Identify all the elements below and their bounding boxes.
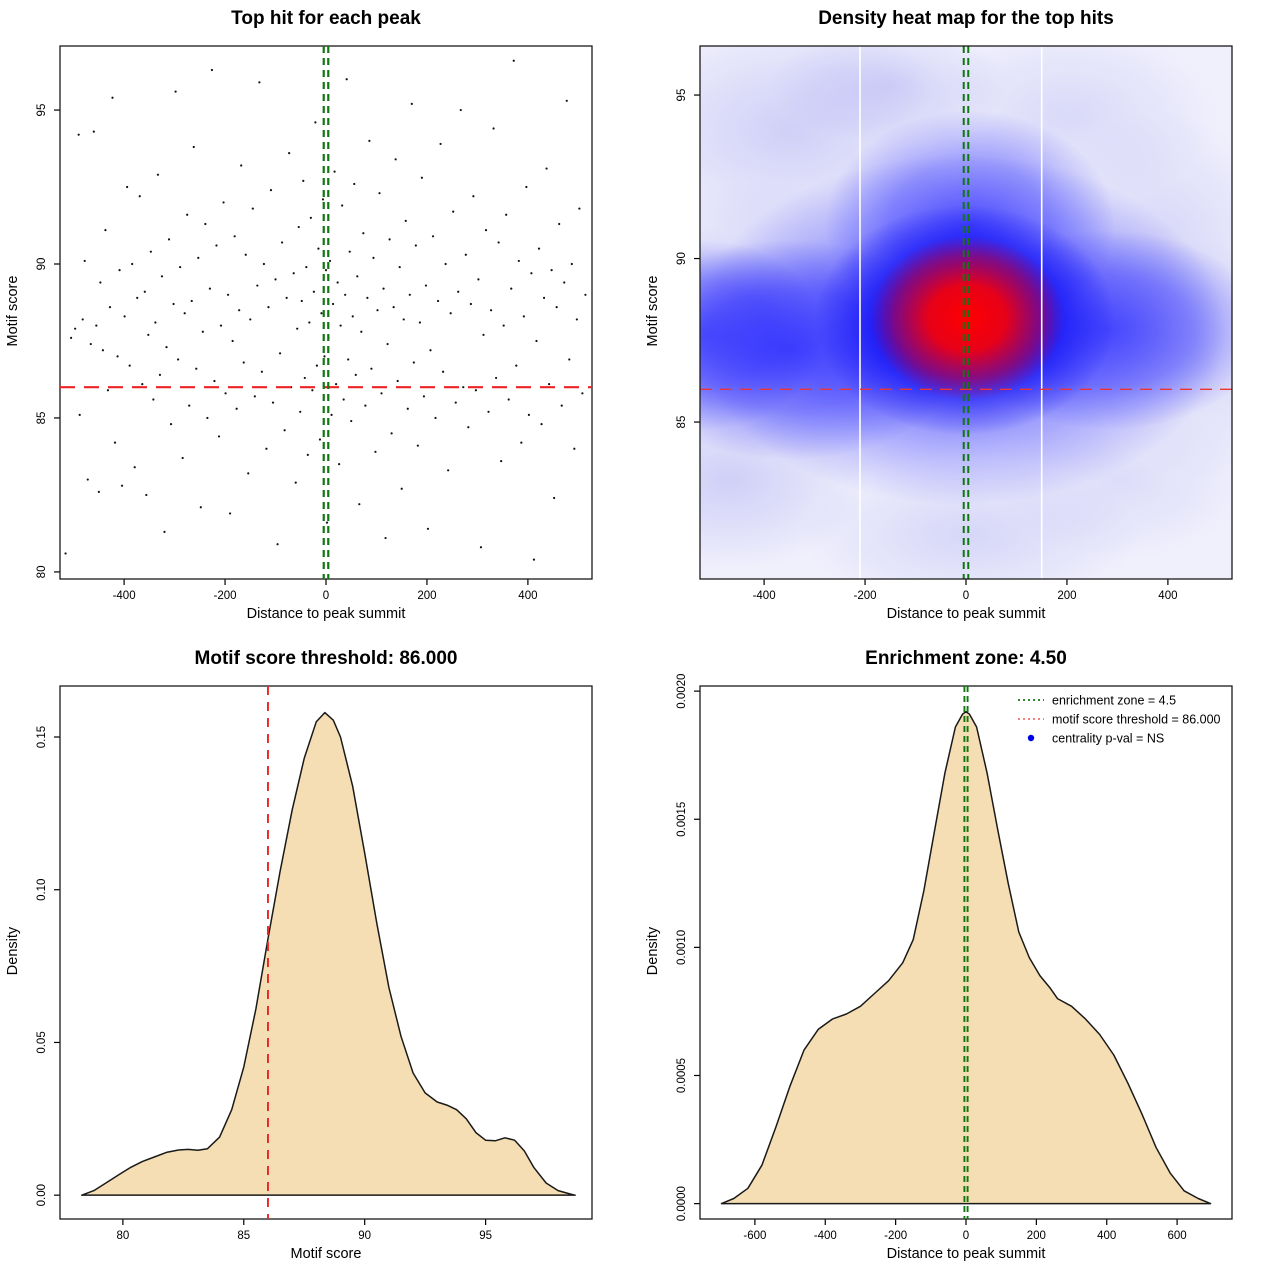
panel-enrichment-zone-density: -600 -400 -200 0 200 400 600 0.0000 0.0005 0.0010… [640,640,1280,1280]
x-tick-label: 400 [1158,590,1177,602]
plot-box [59,685,593,1220]
x-tick-label: 85 [237,1230,250,1242]
plot-box [699,45,1233,580]
x-tick-label: 95 [479,1230,492,1242]
y-tick-label: 0.05 [36,1031,48,1053]
x-tick-label: 0 [963,590,969,602]
y-tick-label: 0.10 [36,879,48,901]
y-tick-label: 0.00 [36,1184,48,1206]
plot-box [699,685,1233,1220]
y-tick-label: 80 [36,566,48,579]
panel-title: Density heat map for the top hits [818,8,1114,29]
y-tick-label: 0.0020 [676,674,688,709]
x-tick-label: 0 [323,590,329,602]
y-tick-label: 95 [676,89,688,102]
y-axis-label: Density [5,926,21,976]
legend-label: motif score threshold = 86.000 [1052,713,1221,727]
x-tick-label: -400 [814,1230,837,1242]
y-tick-label: 90 [676,252,688,265]
panel-title: Top hit for each peak [231,8,421,29]
legend-label: centrality p-val = NS [1052,732,1164,746]
panel-title: Motif score threshold: 86.000 [194,648,458,669]
density-plot-area: 80 85 90 95 0.00 0.05 0.10 0.15 [36,685,593,1242]
x-axis-label: Distance to peak summit [886,606,1046,622]
y-tick-label: 0.0000 [676,1186,688,1221]
x-tick-label: -200 [854,590,877,602]
panel-scatter-top-hits: -400 -200 0 200 400 80 85 90 95 Top hit for each… [0,0,640,640]
y-tick-label: 85 [676,416,688,429]
y-axis-label: Motif score [645,275,661,347]
y-tick-label: 0.15 [36,726,48,748]
y-tick-label: 0.0015 [676,802,688,837]
y-tick-label: 90 [36,258,48,271]
y-tick-label: 0.0005 [676,1058,688,1093]
y-tick-label: 95 [36,104,48,117]
x-axis-label: Distance to peak summit [886,1246,1046,1262]
scatter-plot-area: -400 -200 0 200 400 80 85 90 95 [36,45,593,602]
x-tick-label: -200 [884,1230,907,1242]
density-plot-area: -600 -400 -200 0 200 400 600 0.0000 0.0005 0.0010… [676,674,1233,1242]
x-tick-label: 90 [358,1230,371,1242]
y-axis-label: Motif score [5,275,21,347]
y-tick-label: 0.0010 [676,930,688,965]
scatter-points [64,59,587,561]
panel-heatmap-density: -400 -200 0 200 400 85 90 95 Density heat map f… [640,0,1280,640]
y-axis-label: Density [645,926,661,976]
x-tick-label: -600 [743,1230,766,1242]
x-axis-label: Motif score [290,1246,362,1262]
x-tick-label: 200 [417,590,436,602]
heatmap-plot-area: -400 -200 0 200 400 85 90 95 [676,45,1233,602]
x-tick-label: -400 [113,590,136,602]
x-tick-label: 200 [1057,590,1076,602]
legend-dot-sample [1027,734,1035,742]
legend-label: enrichment zone = 4.5 [1052,694,1176,708]
y-tick-label: 85 [36,412,48,425]
x-tick-label: 80 [116,1230,129,1242]
heatmap-blobs [700,46,1232,579]
x-tick-label: 400 [1097,1230,1116,1242]
x-axis-label: Distance to peak summit [246,606,406,622]
legend: enrichment zone = 4.5 motif score thresho… [1018,694,1221,746]
panel-motif-score-density: 80 85 90 95 0.00 0.05 0.10 0.15 Motif score thr… [0,640,640,1280]
density-curve [81,711,576,1196]
plot-box [59,45,593,580]
x-tick-label: -400 [753,590,776,602]
panel-title: Enrichment zone: 4.50 [865,648,1067,669]
x-tick-label: 600 [1168,1230,1187,1242]
x-tick-label: 400 [518,590,537,602]
x-tick-label: 200 [1027,1230,1046,1242]
x-tick-label: 0 [963,1230,969,1242]
density-curve [720,710,1212,1205]
x-tick-label: -200 [214,590,237,602]
